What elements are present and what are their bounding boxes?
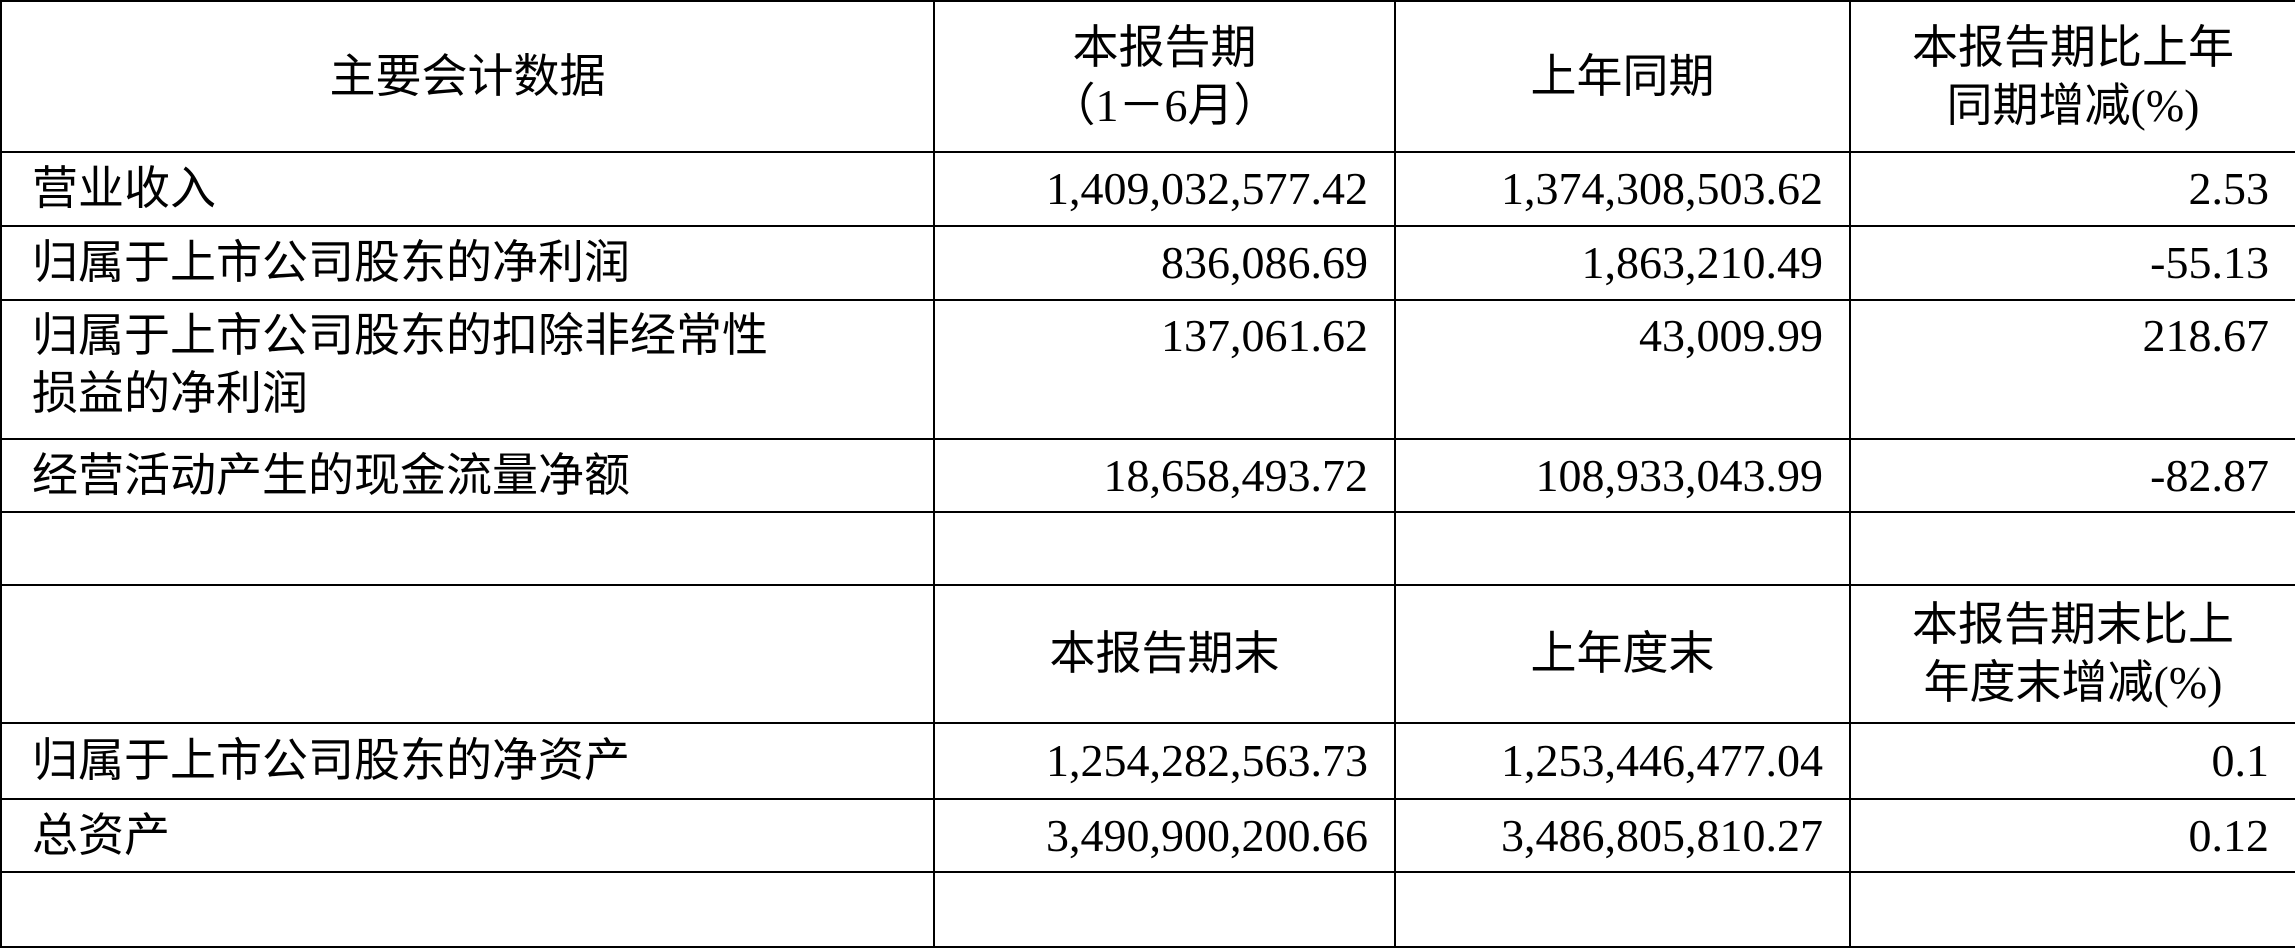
change-value: 218.67 bbox=[1849, 299, 2295, 440]
empty-row bbox=[0, 871, 2295, 948]
row-label: 营业收入 bbox=[0, 151, 935, 227]
header-row: 主要会计数据 本报告期 （1－6月） 上年同期 本报告期比上年 同期增减(%) bbox=[0, 0, 2295, 153]
current-value: 137,061.62 bbox=[933, 299, 1396, 440]
header-cell: 上年同期 bbox=[1394, 0, 1851, 153]
header-row: 本报告期末 上年度末 本报告期末比上 年度末增减(%) bbox=[0, 584, 2295, 724]
header-cell: 本报告期比上年 同期增减(%) bbox=[1849, 0, 2295, 153]
current-value: 1,409,032,577.42 bbox=[933, 151, 1396, 227]
row-label: 总资产 bbox=[0, 798, 935, 873]
change-value: -82.87 bbox=[1849, 438, 2295, 513]
table-row: 总资产 3,490,900,200.66 3,486,805,810.27 0.… bbox=[0, 798, 2295, 873]
current-value: 836,086.69 bbox=[933, 225, 1396, 301]
header-cell: 本报告期末 bbox=[933, 584, 1396, 724]
row-label-text: 损益的净利润 bbox=[32, 368, 308, 419]
empty-row bbox=[0, 511, 2295, 586]
table-row: 经营活动产生的现金流量净额 18,658,493.72 108,933,043.… bbox=[0, 438, 2295, 513]
header-text: 本报告期 bbox=[1072, 21, 1257, 73]
current-value: 1,254,282,563.73 bbox=[933, 722, 1396, 800]
previous-value: 1,253,446,477.04 bbox=[1394, 722, 1851, 800]
row-label: 归属于上市公司股东的净利润 bbox=[0, 225, 935, 301]
empty-cell bbox=[1849, 511, 2295, 586]
empty-cell bbox=[933, 871, 1396, 948]
table-row: 归属于上市公司股东的净资产 1,254,282,563.73 1,253,446… bbox=[0, 722, 2295, 800]
header-text: 同期增减(%) bbox=[1946, 79, 2200, 131]
header-cell: 主要会计数据 bbox=[0, 0, 935, 153]
empty-cell bbox=[0, 871, 935, 948]
header-cell: 本报告期末比上 年度末增减(%) bbox=[1849, 584, 2295, 724]
previous-value: 1,863,210.49 bbox=[1394, 225, 1851, 301]
header-text: 年度末增减(%) bbox=[1923, 657, 2223, 708]
header-text: （1－6月） bbox=[1049, 79, 1280, 131]
previous-value: 108,933,043.99 bbox=[1394, 438, 1851, 513]
header-cell: 本报告期 （1－6月） bbox=[933, 0, 1396, 153]
row-label: 归属于上市公司股东的扣除非经常性 损益的净利润 bbox=[0, 299, 935, 440]
header-text: 本报告期末比上 bbox=[1912, 599, 2234, 650]
current-value: 18,658,493.72 bbox=[933, 438, 1396, 513]
previous-value: 3,486,805,810.27 bbox=[1394, 798, 1851, 873]
change-value: -55.13 bbox=[1849, 225, 2295, 301]
empty-cell bbox=[1394, 511, 1851, 586]
change-value: 0.12 bbox=[1849, 798, 2295, 873]
change-value: 2.53 bbox=[1849, 151, 2295, 227]
empty-cell bbox=[0, 584, 935, 724]
row-label-text: 归属于上市公司股东的扣除非经常性 bbox=[32, 310, 768, 361]
empty-cell bbox=[1849, 871, 2295, 948]
previous-value: 43,009.99 bbox=[1394, 299, 1851, 440]
empty-cell bbox=[0, 511, 935, 586]
row-label: 经营活动产生的现金流量净额 bbox=[0, 438, 935, 513]
empty-cell bbox=[933, 511, 1396, 586]
previous-value: 1,374,308,503.62 bbox=[1394, 151, 1851, 227]
table-row: 归属于上市公司股东的净利润 836,086.69 1,863,210.49 -5… bbox=[0, 225, 2295, 301]
empty-cell bbox=[1394, 871, 1851, 948]
current-value: 3,490,900,200.66 bbox=[933, 798, 1396, 873]
header-cell: 上年度末 bbox=[1394, 584, 1851, 724]
row-label: 归属于上市公司股东的净资产 bbox=[0, 722, 935, 800]
header-text: 本报告期比上年 bbox=[1912, 21, 2234, 73]
change-value: 0.1 bbox=[1849, 722, 2295, 800]
table-row: 归属于上市公司股东的扣除非经常性 损益的净利润 137,061.62 43,009… bbox=[0, 299, 2295, 440]
table-row: 营业收入 1,409,032,577.42 1,374,308,503.62 2… bbox=[0, 151, 2295, 227]
